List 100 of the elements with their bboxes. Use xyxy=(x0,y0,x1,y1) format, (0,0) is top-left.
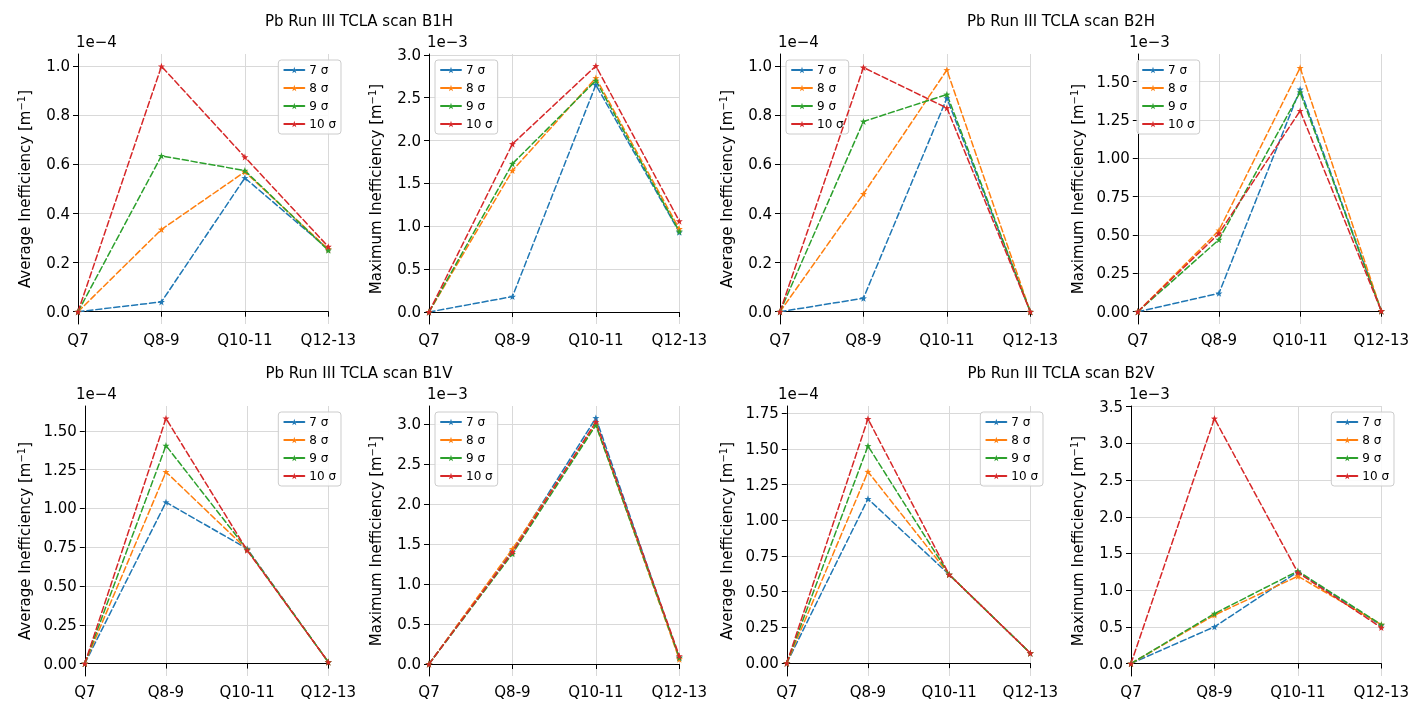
y-tick-label: 1.5 xyxy=(397,174,421,193)
y-tick-label: 2.5 xyxy=(397,455,421,474)
y-tick-label: 0.6 xyxy=(748,155,772,174)
legend-label: 10 σ xyxy=(466,469,494,483)
y-tick-label: 1.0 xyxy=(46,57,70,76)
y-tick-label: 1.25 xyxy=(1096,110,1130,129)
y-tick-label: 0.00 xyxy=(1096,302,1130,321)
legend-label: 7 σ xyxy=(309,63,329,77)
x-tick-label: Q7 xyxy=(418,330,440,349)
y-tick-label: 0.4 xyxy=(46,204,70,223)
legend-label: 8 σ xyxy=(1011,433,1031,447)
y-tick-label: 0.25 xyxy=(745,618,779,637)
y-tick-label: 0.8 xyxy=(46,106,70,125)
y-tick-label: 1.00 xyxy=(745,511,779,530)
x-tick-label: Q12-13 xyxy=(651,330,708,349)
y-tick-label: 0.0 xyxy=(46,302,70,321)
y-tick-label: 0.5 xyxy=(397,260,421,279)
x-tick-label: Q10-11 xyxy=(568,682,624,701)
text: 1e−4 xyxy=(778,32,819,51)
y-axis-title: Average Inefficiency [m−1] xyxy=(15,441,34,641)
x-tick-label: Q8-9 xyxy=(1196,682,1233,701)
y-tick-label: 0.00 xyxy=(745,654,779,673)
y-tick-label: 0.0 xyxy=(1099,654,1123,673)
y-tick-label: 3.0 xyxy=(397,415,421,434)
y-tick-label: 2.5 xyxy=(397,88,421,107)
y-tick-label: 0.0 xyxy=(748,302,772,321)
y-tick-label: 0.25 xyxy=(1096,264,1130,283)
x-tick-label: Q10-11 xyxy=(1272,330,1328,349)
y-tick-label: 0.5 xyxy=(397,615,421,634)
x-tick-label: Q8-9 xyxy=(494,682,531,701)
y-tick-label: 2.5 xyxy=(1099,471,1123,490)
x-tick-label: Q10-11 xyxy=(921,682,977,701)
legend-label: 10 σ xyxy=(309,469,337,483)
text: Pb Run III TCLA scan B2V xyxy=(966,364,1156,382)
x-tick-label: Q10-11 xyxy=(919,330,975,349)
y-tick-label: 0.75 xyxy=(1096,187,1130,206)
y-tick-label: 0.00 xyxy=(43,654,77,673)
y-tick-label: 1.25 xyxy=(43,460,77,479)
legend-label: 10 σ xyxy=(466,117,494,131)
y-tick-label: 0.75 xyxy=(43,538,77,557)
y-tick-label: 0.4 xyxy=(748,204,772,223)
y-tick-label: 1.75 xyxy=(745,404,779,423)
x-tick-label: Q7 xyxy=(67,330,89,349)
y-tick-label: 0.8 xyxy=(748,106,772,125)
x-tick-label: Q8-9 xyxy=(849,682,887,701)
x-tick-label: Q12-13 xyxy=(300,682,357,701)
legend-label: 10 σ xyxy=(817,117,845,131)
y-tick-label: 0.2 xyxy=(748,253,772,272)
text: Pb Run III TCLA scan B2H xyxy=(965,12,1156,30)
legend-label: 8 σ xyxy=(309,433,329,447)
x-tick-label: Q8-9 xyxy=(494,330,531,349)
y-tick-label: 0.25 xyxy=(43,615,77,634)
x-tick-label: Q10-11 xyxy=(1270,682,1326,701)
y-tick-label: 0.0 xyxy=(397,303,421,321)
y-tick-label: 1.0 xyxy=(397,217,421,236)
legend-label: 7 σ xyxy=(466,63,486,77)
x-tick-label: Q10-11 xyxy=(217,330,273,349)
y-tick-label: 0.50 xyxy=(1096,226,1130,245)
x-tick-label: Q8-9 xyxy=(147,682,185,701)
x-tick-label: Q7 xyxy=(769,330,791,349)
x-tick-label: Q7 xyxy=(418,682,440,701)
legend-label: 7 σ xyxy=(1362,415,1382,429)
legend-label: 9 σ xyxy=(466,451,486,465)
y-axis-title: Maximum Inefficiency [m−1] xyxy=(1068,435,1087,647)
legend-label: 8 σ xyxy=(817,81,837,95)
y-axis-title: Average Inefficiency [m−1] xyxy=(15,89,34,289)
legend-label: 9 σ xyxy=(1011,451,1031,465)
text: 1e−3 xyxy=(1129,384,1170,403)
y-axis-title: Maximum Inefficiency [m−1] xyxy=(366,83,385,295)
y-tick-label: 3.0 xyxy=(397,45,421,64)
y-axis-title: Average Inefficiency [m−1] xyxy=(717,89,736,289)
x-tick-label: Q12-13 xyxy=(1353,330,1410,349)
y-axis-title: Maximum Inefficiency [m−1] xyxy=(366,435,385,647)
legend-label: 10 σ xyxy=(1362,469,1390,483)
legend-label: 9 σ xyxy=(466,99,486,113)
y-tick-label: 1.00 xyxy=(1096,149,1130,168)
y-tick-label: 1.5 xyxy=(397,535,421,554)
x-tick-label: Q12-13 xyxy=(300,330,357,349)
y-tick-label: 1.5 xyxy=(1099,544,1123,563)
legend-label: 10 σ xyxy=(1168,117,1196,131)
legend-label: 7 σ xyxy=(309,415,329,429)
x-tick-label: Q8-9 xyxy=(143,330,180,349)
y-tick-label: 1.00 xyxy=(43,499,77,518)
y-tick-label: 0.2 xyxy=(46,253,70,272)
text: Pb Run III TCLA scan B1V xyxy=(264,364,454,382)
legend-label: 10 σ xyxy=(1011,469,1039,483)
y-tick-label: 1.25 xyxy=(745,475,779,494)
x-tick-label: Q7 xyxy=(1120,682,1142,701)
x-tick-label: Q8-9 xyxy=(845,330,882,349)
y-tick-label: 1.50 xyxy=(43,421,77,440)
y-tick-label: 3.0 xyxy=(1099,434,1123,453)
legend-label: 8 σ xyxy=(466,81,486,95)
x-tick-label: Q10-11 xyxy=(568,330,624,349)
text: 1e−3 xyxy=(1129,32,1170,51)
legend-label: 7 σ xyxy=(1168,63,1188,77)
legend-label: 8 σ xyxy=(466,433,486,447)
y-tick-label: 0.6 xyxy=(46,155,70,174)
legend-label: 7 σ xyxy=(466,415,486,429)
legend-label: 9 σ xyxy=(309,451,329,465)
y-tick-label: 2.0 xyxy=(1099,507,1123,526)
